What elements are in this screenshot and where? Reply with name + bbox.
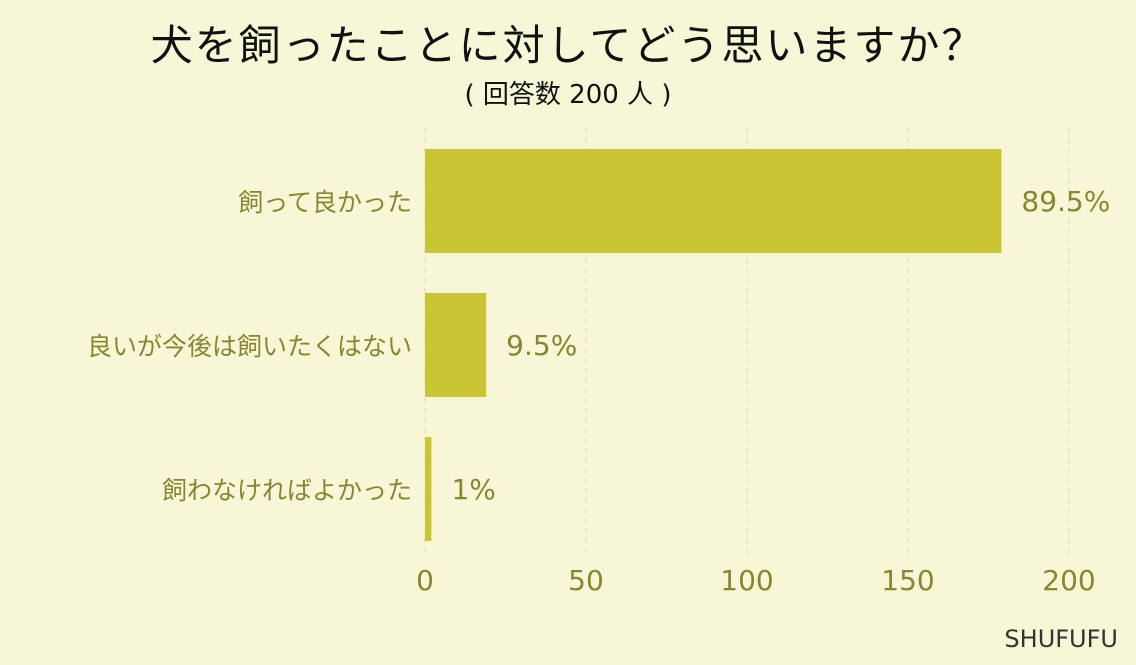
x-tick-label-50: 50 <box>568 564 604 597</box>
data-label-2: 9.5% <box>506 329 577 362</box>
x-tick-label-100: 100 <box>720 564 773 597</box>
x-tick-label-200: 200 <box>1042 564 1095 597</box>
bar-1 <box>425 149 1002 253</box>
chart-subtitle: ( 回答数 200 人 ) <box>464 80 672 110</box>
data-label-1: 89.5% <box>1021 185 1110 218</box>
category-label-1: 飼って良かった <box>238 188 412 217</box>
bar-3 <box>425 437 432 541</box>
bar-2 <box>425 293 487 397</box>
category-label-3: 飼わなければよかった <box>162 476 412 505</box>
data-label-3: 1% <box>451 473 495 506</box>
x-tick-label-150: 150 <box>881 564 934 597</box>
x-tick-label-0: 0 <box>416 564 434 597</box>
brand-logo: SHUFUFU <box>1004 625 1118 653</box>
category-label-2: 良いが今後は飼いたくはない <box>87 332 412 361</box>
chart-title: 犬を飼ったことに対してどう思いますか？ <box>150 21 986 70</box>
